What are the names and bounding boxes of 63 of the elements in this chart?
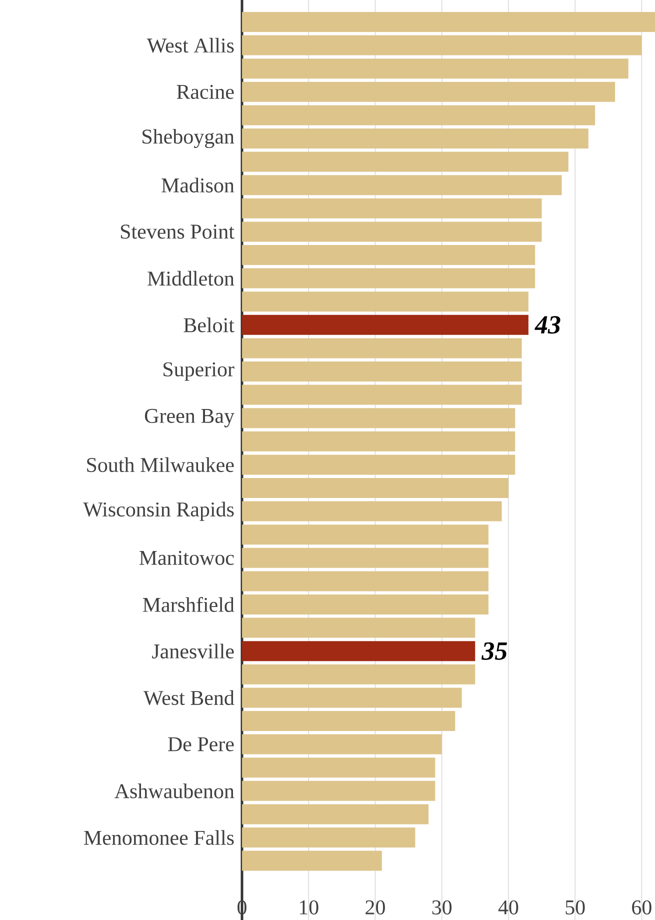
bar bbox=[242, 105, 596, 126]
bar bbox=[242, 314, 528, 335]
bar bbox=[242, 362, 522, 382]
bar bbox=[242, 688, 462, 708]
x-tick-label: 20 bbox=[366, 900, 385, 914]
y-tick-label: Stevens Point bbox=[120, 224, 234, 239]
y-tick-label: Janesville bbox=[152, 644, 234, 658]
bar bbox=[242, 758, 436, 778]
x-tick-label: 10 bbox=[300, 900, 318, 914]
y-tick-label: De Pere bbox=[168, 737, 234, 752]
y-tick-label: Sheboygan bbox=[142, 128, 234, 148]
y-tick-label: Madison bbox=[162, 178, 234, 192]
bar bbox=[242, 175, 562, 196]
bar bbox=[242, 82, 616, 102]
bar bbox=[242, 292, 528, 312]
y-tick-label: Middleton bbox=[148, 270, 234, 286]
bar bbox=[242, 524, 488, 545]
y-tick-label: Manitowoc bbox=[139, 550, 234, 565]
data-label: 35 bbox=[481, 642, 507, 660]
bar bbox=[242, 828, 416, 848]
y-tick-label: Superior bbox=[164, 362, 234, 381]
x-tick-label: 30 bbox=[432, 900, 452, 914]
bar bbox=[242, 711, 456, 732]
bar bbox=[242, 35, 642, 56]
bar bbox=[242, 594, 488, 615]
y-tick-label: Menomonee Falls bbox=[84, 830, 234, 845]
y-tick-label: Marshfield bbox=[142, 597, 234, 612]
y-tick-label: Wisconsin Rapids bbox=[83, 502, 234, 521]
bar bbox=[242, 431, 516, 452]
bar bbox=[242, 734, 442, 754]
bar bbox=[242, 548, 488, 568]
y-tick-label: West Bend bbox=[143, 690, 234, 706]
x-tick-label: 60 bbox=[632, 900, 652, 914]
y-tick-label: Beloit bbox=[184, 318, 234, 332]
y-tick-label: Green Bay bbox=[144, 408, 234, 428]
bar bbox=[242, 804, 429, 824]
x-tick-label: 40 bbox=[498, 900, 518, 914]
bar bbox=[242, 12, 655, 32]
bar bbox=[242, 58, 628, 79]
bar bbox=[242, 384, 522, 405]
bar bbox=[242, 780, 436, 801]
bar bbox=[242, 222, 542, 242]
bar bbox=[242, 198, 542, 218]
bar bbox=[242, 454, 516, 475]
bar bbox=[242, 128, 588, 149]
y-tick-label: South Milwaukee bbox=[87, 457, 234, 472]
data-label: 43 bbox=[534, 316, 560, 334]
bar bbox=[242, 501, 502, 522]
bar bbox=[242, 268, 536, 288]
bar bbox=[242, 478, 508, 498]
bar bbox=[242, 245, 536, 266]
y-tick-label: Ashwaubenon bbox=[114, 784, 234, 798]
bar bbox=[242, 664, 476, 684]
bar bbox=[242, 850, 382, 871]
bar bbox=[242, 641, 476, 662]
bar bbox=[242, 571, 488, 592]
x-tick-label: 50 bbox=[566, 900, 585, 914]
bar bbox=[242, 152, 568, 172]
y-tick-label: Racine bbox=[176, 84, 234, 99]
bar bbox=[242, 618, 476, 638]
y-tick-label: West Allis bbox=[146, 38, 234, 53]
bar bbox=[242, 408, 516, 428]
bar bbox=[242, 338, 522, 358]
